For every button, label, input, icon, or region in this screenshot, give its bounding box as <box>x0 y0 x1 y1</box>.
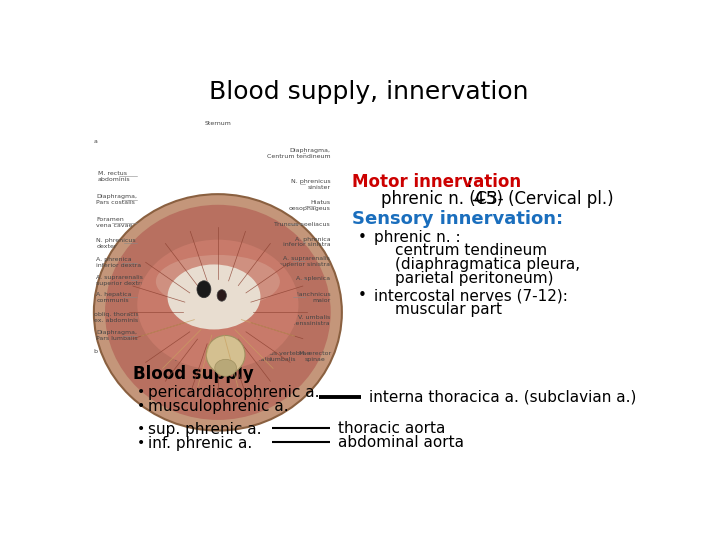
Text: interna thoracica a. (subclavian a.): interna thoracica a. (subclavian a.) <box>369 390 636 405</box>
Text: Motor innervation: Motor innervation <box>352 173 521 191</box>
Text: Aorta
abdominalis: Aorta abdominalis <box>233 351 272 362</box>
Ellipse shape <box>206 335 245 374</box>
Text: Sternum: Sternum <box>204 121 231 126</box>
Text: M. erector
spinae: M. erector spinae <box>299 351 330 362</box>
Text: A. hepatica
communis: A. hepatica communis <box>96 292 132 303</box>
Text: N. splanchnicus
maior: N. splanchnicus maior <box>281 292 330 303</box>
Text: Truncus coeliacus: Truncus coeliacus <box>274 222 330 227</box>
Text: A. suprarenalis
superior sinistra: A. suprarenalis superior sinistra <box>279 256 330 267</box>
Ellipse shape <box>94 194 342 430</box>
Text: •: • <box>137 399 145 413</box>
Text: b: b <box>94 349 98 354</box>
Text: a: a <box>94 139 98 144</box>
Text: (diaphragmatica pleura,: (diaphragmatica pleura, <box>395 257 580 272</box>
Text: sup. phrenic a.: sup. phrenic a. <box>148 422 261 437</box>
Ellipse shape <box>168 265 261 329</box>
Text: M. rectus
abdominis: M. rectus abdominis <box>98 171 130 182</box>
Text: phrenic n. (C3-: phrenic n. (C3- <box>382 190 504 207</box>
Text: abdominal aorta: abdominal aorta <box>338 435 464 450</box>
Text: centrum tendineum: centrum tendineum <box>395 244 546 259</box>
Text: muscular part: muscular part <box>395 302 502 317</box>
Text: Sensory innervation:: Sensory innervation: <box>352 210 563 227</box>
Ellipse shape <box>105 205 330 420</box>
Text: intercostal nerves (7-12):: intercostal nerves (7-12): <box>374 288 567 303</box>
Text: A. phrenica
inferior sinistra: A. phrenica inferior sinistra <box>283 237 330 247</box>
Text: A. splenica: A. splenica <box>296 276 330 281</box>
Text: N. phrenicus
sinister: N. phrenicus sinister <box>291 179 330 190</box>
Text: parietal peritoneum): parietal peritoneum) <box>395 271 553 286</box>
Text: N. phrenicus
dexter: N. phrenicus dexter <box>96 238 136 249</box>
Ellipse shape <box>156 255 280 308</box>
Text: •: • <box>137 385 145 399</box>
Text: -5) (Cervical pl.): -5) (Cervical pl.) <box>480 190 613 207</box>
Ellipse shape <box>215 359 236 376</box>
Text: Diaphragma,
Centrum tendineum: Diaphragma, Centrum tendineum <box>266 148 330 159</box>
Text: thoracic aorta: thoracic aorta <box>338 421 446 436</box>
Text: musculophrenic a.: musculophrenic a. <box>148 399 289 414</box>
Text: •: • <box>137 436 145 450</box>
Ellipse shape <box>197 281 211 298</box>
Text: 4: 4 <box>473 190 483 207</box>
Text: Blood supply: Blood supply <box>132 365 253 383</box>
Text: Corpus vertebrae
lumbalis: Corpus vertebrae lumbalis <box>255 351 310 362</box>
Text: •: • <box>358 230 367 245</box>
Text: pericardiacophrenic a.: pericardiacophrenic a. <box>148 385 320 400</box>
Text: obliq. thoracis in
ex. abdominis: obliq. thoracis in ex. abdominis <box>94 312 146 323</box>
Text: •: • <box>137 422 145 436</box>
Text: Diaphragma,
Pars lumbalis: Diaphragma, Pars lumbalis <box>96 330 138 341</box>
Text: :: : <box>467 173 472 191</box>
Text: M. quadratus
lumborum: M. quadratus lumborum <box>170 351 212 362</box>
Text: M. psoas
maior: M. psoas maior <box>212 351 240 362</box>
Text: Blood supply, innervation: Blood supply, innervation <box>210 80 528 104</box>
Text: Foramen
vena cavae: Foramen vena cavae <box>96 217 132 228</box>
Ellipse shape <box>138 240 299 370</box>
Text: Hiatus
oesophageus: Hiatus oesophageus <box>289 200 330 211</box>
Text: A. suprarenalis
superior dextra: A. suprarenalis superior dextra <box>96 275 145 286</box>
Text: A. phrenica
inferior dextra: A. phrenica inferior dextra <box>96 257 141 268</box>
Text: phrenic n. :: phrenic n. : <box>374 230 460 245</box>
Text: •: • <box>358 288 367 303</box>
Ellipse shape <box>217 289 226 301</box>
Text: Diaphragma,
Pars costalis: Diaphragma, Pars costalis <box>96 194 138 205</box>
Text: inf. phrenic a.: inf. phrenic a. <box>148 436 253 451</box>
Text: V. umbalis
ascendenssinistra: V. umbalis ascendenssinistra <box>274 315 330 326</box>
